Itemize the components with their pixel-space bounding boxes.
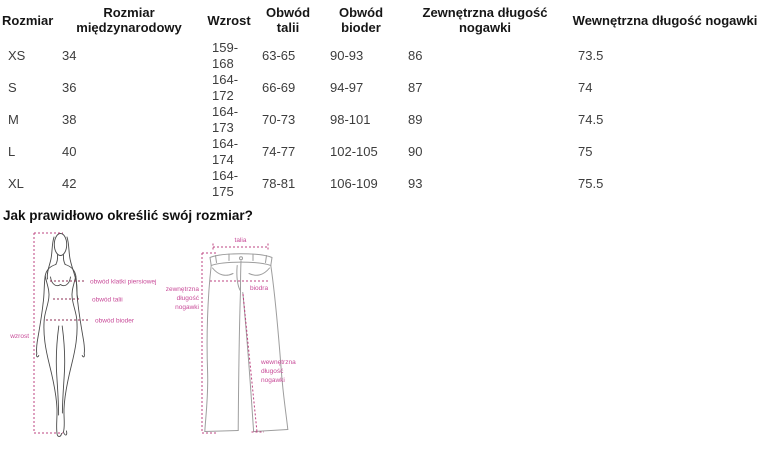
outer-leg-measure-line [201,252,217,434]
table-header-row: Rozmiar Rozmiar międzynarodowy Wzrost Ob… [0,0,760,40]
figure-bust [50,276,71,286]
table-cell: M [8,111,19,127]
height-measure-frame [33,232,63,434]
table-cell: 98-101 [330,111,371,127]
inner-leg-measure-line [242,293,264,433]
figure-head [53,232,68,256]
table-cell: XL [8,175,24,191]
table-cell: 34 [62,47,77,63]
figure-neck [55,254,66,265]
pants-pockets [212,267,270,276]
figure-right-arm [64,263,85,357]
table-cell: 36 [62,79,77,95]
pants-left-inner-seam [237,290,241,431]
label-zewnetrzna-line2: długość [177,295,200,302]
pink-measurement-lines [33,232,269,434]
section-heading: Jak prawidłowo określić swój rozmiar? [3,207,253,223]
table-cell: 90 [408,143,423,159]
pants-right-inner-seam [242,291,255,432]
table-cell: 164-173 [212,104,239,135]
label-wzrost: wzrost [9,333,29,340]
table-cell: 70-73 [262,111,296,127]
table-row-l: L 40 164-174 74-77 102-105 90 75 [0,136,760,168]
table-cell: 164-174 [212,136,239,167]
measurement-diagram-svg: wzrost obwód klatki piersiowej obwód tal… [9,232,296,437]
column-header-obwod-talii: Obwód talii [265,5,311,36]
label-obwod-klatki: obwód klatki piersiowej [90,278,156,285]
figure-torso-left [43,275,50,321]
table-cell: 164-175 [212,168,239,199]
table-cell: 106-109 [330,175,378,191]
label-wewnetrzna-line1: wewnętrzna [260,359,296,366]
table-cell: 75 [578,143,593,159]
figure-left-arm [36,263,57,357]
measurement-diagrams: wzrost obwód klatki piersiowej obwód tal… [0,228,760,449]
table-row-xl: XL 42 164-175 78-81 106-109 93 75.5 [0,168,760,200]
pants-button [239,255,243,260]
table-row-s: S 36 164-172 66-69 94-97 87 74 [0,72,760,104]
pants-hems [204,428,289,432]
table-cell: 87 [408,79,423,95]
pants-right-outer-seam [270,264,289,430]
label-biodra: biodra [250,285,268,292]
label-zewnetrzna-line1: zewnętrzna [166,286,200,293]
table-cell: 89 [408,111,423,127]
column-header-wewnetrzna-dlugosc: Wewnętrzna długość nogawki [572,12,758,28]
label-wewnetrzna-line3: nogawki [261,377,285,384]
pants-fly [236,260,242,292]
table-cell: 74 [578,79,593,95]
figure-hair-left [46,236,55,280]
label-zewnetrzna-line3: nogawki [175,304,199,311]
table-cell: 42 [62,175,77,191]
label-talia: talia [235,237,247,244]
table-cell: 75.5 [578,175,604,191]
table-cell: 93 [408,175,423,191]
table-cell: 40 [62,143,77,159]
table-cell: 94-97 [330,79,364,95]
table-cell: 164-172 [212,72,239,103]
pants-belt-loops [215,253,267,263]
table-cell: S [8,79,17,95]
table-cell: 90-93 [330,47,364,63]
table-cell: 38 [62,111,77,127]
size-table: Rozmiar Rozmiar międzynarodowy Wzrost Ob… [0,0,760,200]
table-cell: 159-168 [212,40,239,71]
figure-right-leg [62,319,78,436]
table-cell: L [8,143,16,159]
diagram-labels: wzrost obwód klatki piersiowej obwód tal… [9,237,296,384]
table-cell: 74-77 [262,143,296,159]
table-cell: 78-81 [262,175,296,191]
column-header-zewnetrzna-dlugosc: Zewnętrzna długość nogawki [422,5,548,36]
figure-inner-legs [55,325,66,416]
female-figure-outline [36,232,85,437]
pants-left-outer-seam [204,264,212,432]
label-obwod-talii: obwód talii [92,296,123,303]
body-measurement-lines [46,280,88,321]
table-row-xs: XS 34 159-168 63-65 90-93 86 73.5 [0,40,760,72]
table-cell: 86 [408,47,423,63]
label-wewnetrzna-line2: długość [261,368,284,375]
figure-torso-right [71,275,78,321]
table-cell: 73.5 [578,47,604,63]
column-header-rozmiar: Rozmiar [2,12,54,28]
table-cell: 102-105 [330,143,378,159]
table-row-m: M 38 164-173 70-73 98-101 89 74.5 [0,104,760,136]
table-cell: XS [8,47,26,63]
table-cell: 74.5 [578,111,604,127]
table-cell: 66-69 [262,79,296,95]
column-header-obwod-bioder: Obwód bioder [338,5,384,36]
label-obwod-bioder: obwód bioder [95,317,135,324]
column-header-wzrost: Wzrost [207,12,251,28]
pants-outline [204,252,289,432]
pants-waist-measure-line [212,243,269,251]
figure-left-leg [43,319,62,437]
column-header-rozmiar-miedzynarodowy: Rozmiar międzynarodowy [76,5,182,36]
table-cell: 63-65 [262,47,296,63]
